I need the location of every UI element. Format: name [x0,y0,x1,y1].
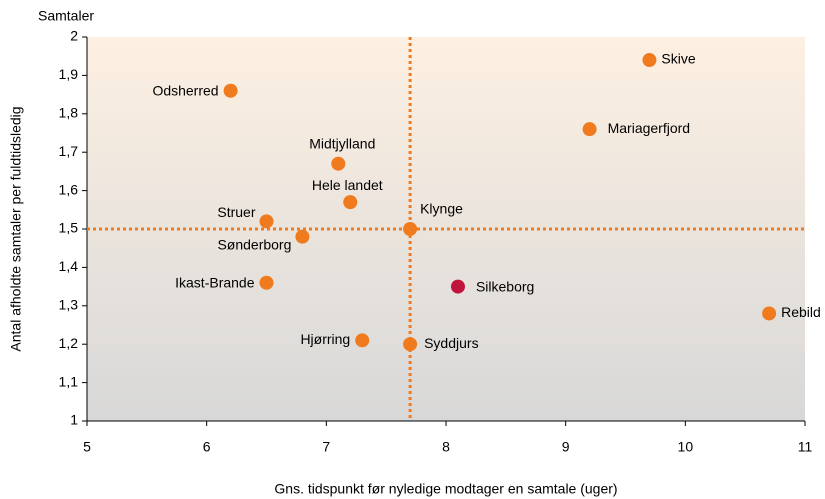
y-tick-label: 1,5 [59,220,79,236]
x-tick-label: 10 [678,439,694,455]
point [295,229,310,244]
point-label: Hele landet [312,177,383,193]
x-tick-label: 8 [442,439,450,455]
y-tick-label: 1,8 [59,105,79,121]
x-tick-label: 9 [562,439,570,455]
point [331,156,346,171]
point-label: Odsherred [152,82,218,98]
y-tick-label: 2 [70,28,78,44]
x-tick-label: 5 [83,439,91,455]
point-label: Klynge [420,201,463,217]
y-tick-label: 1,4 [59,258,79,274]
x-axis-label: Gns. tidspunkt før nyledige modtager en … [274,481,617,497]
y-tick-label: 1,1 [59,373,79,389]
point-label: Skive [661,51,695,67]
plot-area [87,37,805,421]
point-label: Mariagerfjord [608,120,690,136]
y-tick-label: 1,3 [59,297,79,313]
point [259,275,274,290]
y-axis-label: Antal afholdte samtaler per fuldtidsledi… [8,106,24,351]
point [762,306,777,321]
point-label: Silkeborg [476,278,534,294]
point [450,279,465,294]
point-label: Hjørring [300,331,350,347]
point [642,53,657,68]
y-unit-label: Samtaler [38,8,94,24]
point-label: Midtjylland [309,135,375,151]
point [403,337,418,352]
point-label: Struer [217,204,255,220]
point-label: Syddjurs [424,335,478,351]
y-tick-label: 1,2 [59,335,79,351]
y-tick-label: 1,9 [59,66,79,82]
point [343,195,358,210]
point [223,83,238,98]
point-label: Rebild [781,304,821,320]
x-tick-label: 6 [203,439,211,455]
point [403,222,418,236]
x-tick-label: 11 [798,439,813,455]
y-tick-label: 1,6 [59,181,79,197]
y-tick-label: 1 [70,412,78,428]
point [259,214,274,229]
point-label: Ikast-Brande [175,274,255,290]
point-label: Sønderborg [217,236,291,252]
y-tick-label: 1,7 [59,143,79,159]
point [582,122,597,137]
point [355,333,370,348]
x-tick-label: 7 [322,439,330,455]
